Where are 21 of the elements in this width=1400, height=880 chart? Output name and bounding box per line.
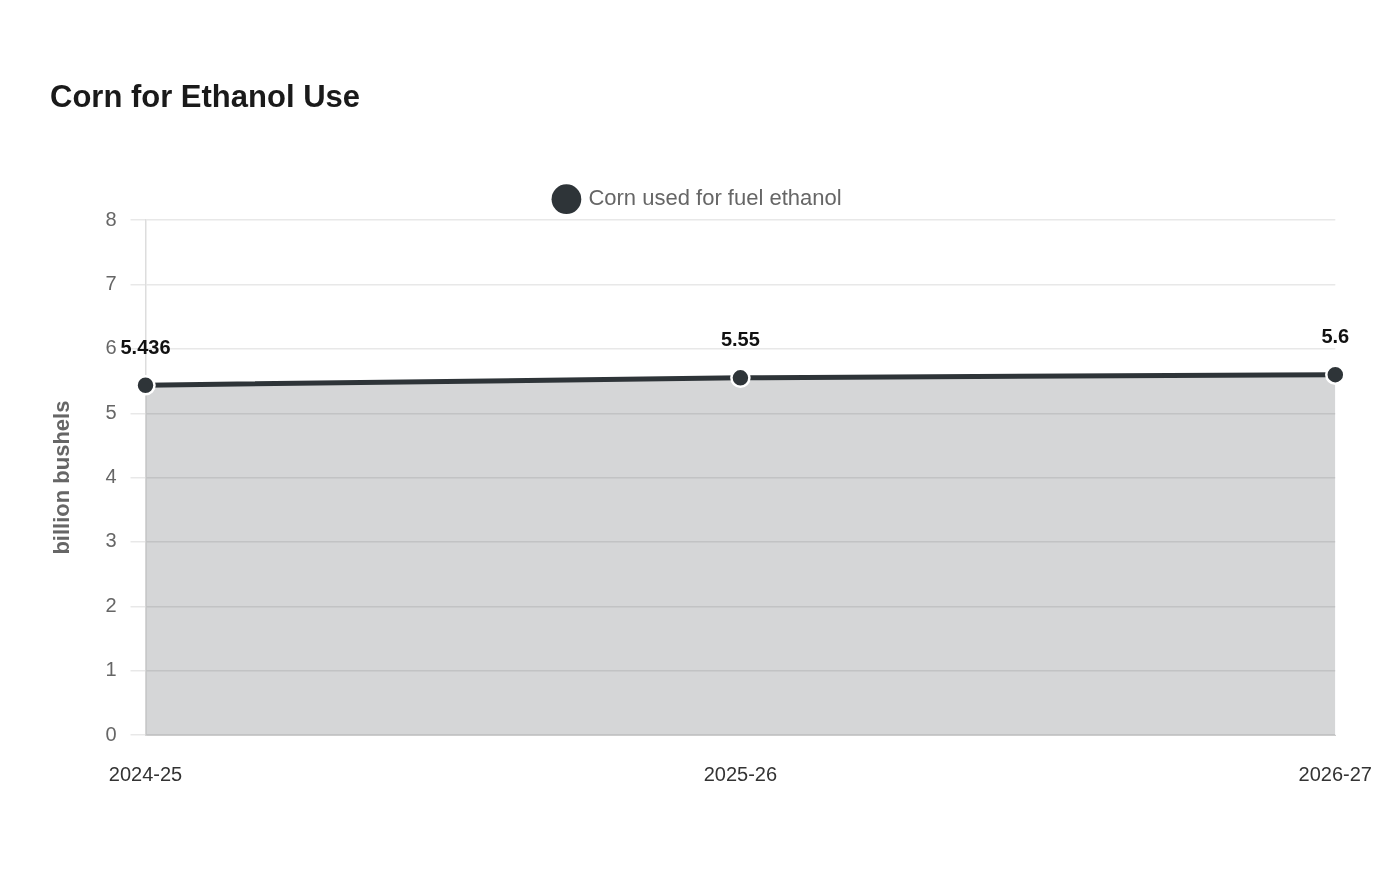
data-label: 5.436 — [120, 335, 171, 358]
y-tick-label: 1 — [105, 658, 117, 681]
legend-label: Corn used for fuel ethanol — [588, 185, 842, 211]
data-label: 5.6 — [1321, 325, 1350, 348]
y-tick-label: 3 — [105, 529, 117, 552]
x-tick-label: 2026-27 — [1298, 762, 1372, 785]
chart-title: Corn for Ethanol Use — [50, 79, 361, 115]
y-tick-label: 5 — [105, 400, 117, 423]
y-tick-label: 7 — [105, 272, 117, 295]
y-tick-label: 0 — [105, 722, 117, 745]
x-tick-label: 2025-26 — [703, 762, 778, 785]
y-axis-title: billion bushels — [49, 400, 75, 555]
data-label: 5.55 — [720, 328, 760, 351]
y-tick-label: 4 — [105, 465, 117, 488]
point — [135, 374, 156, 396]
y-tick-label: 8 — [105, 207, 117, 230]
x-tick-label: 2024-25 — [108, 762, 183, 785]
point — [730, 367, 751, 389]
point — [1325, 364, 1346, 385]
y-tick-label: 6 — [105, 336, 117, 359]
y-tick-label: 2 — [105, 593, 117, 616]
